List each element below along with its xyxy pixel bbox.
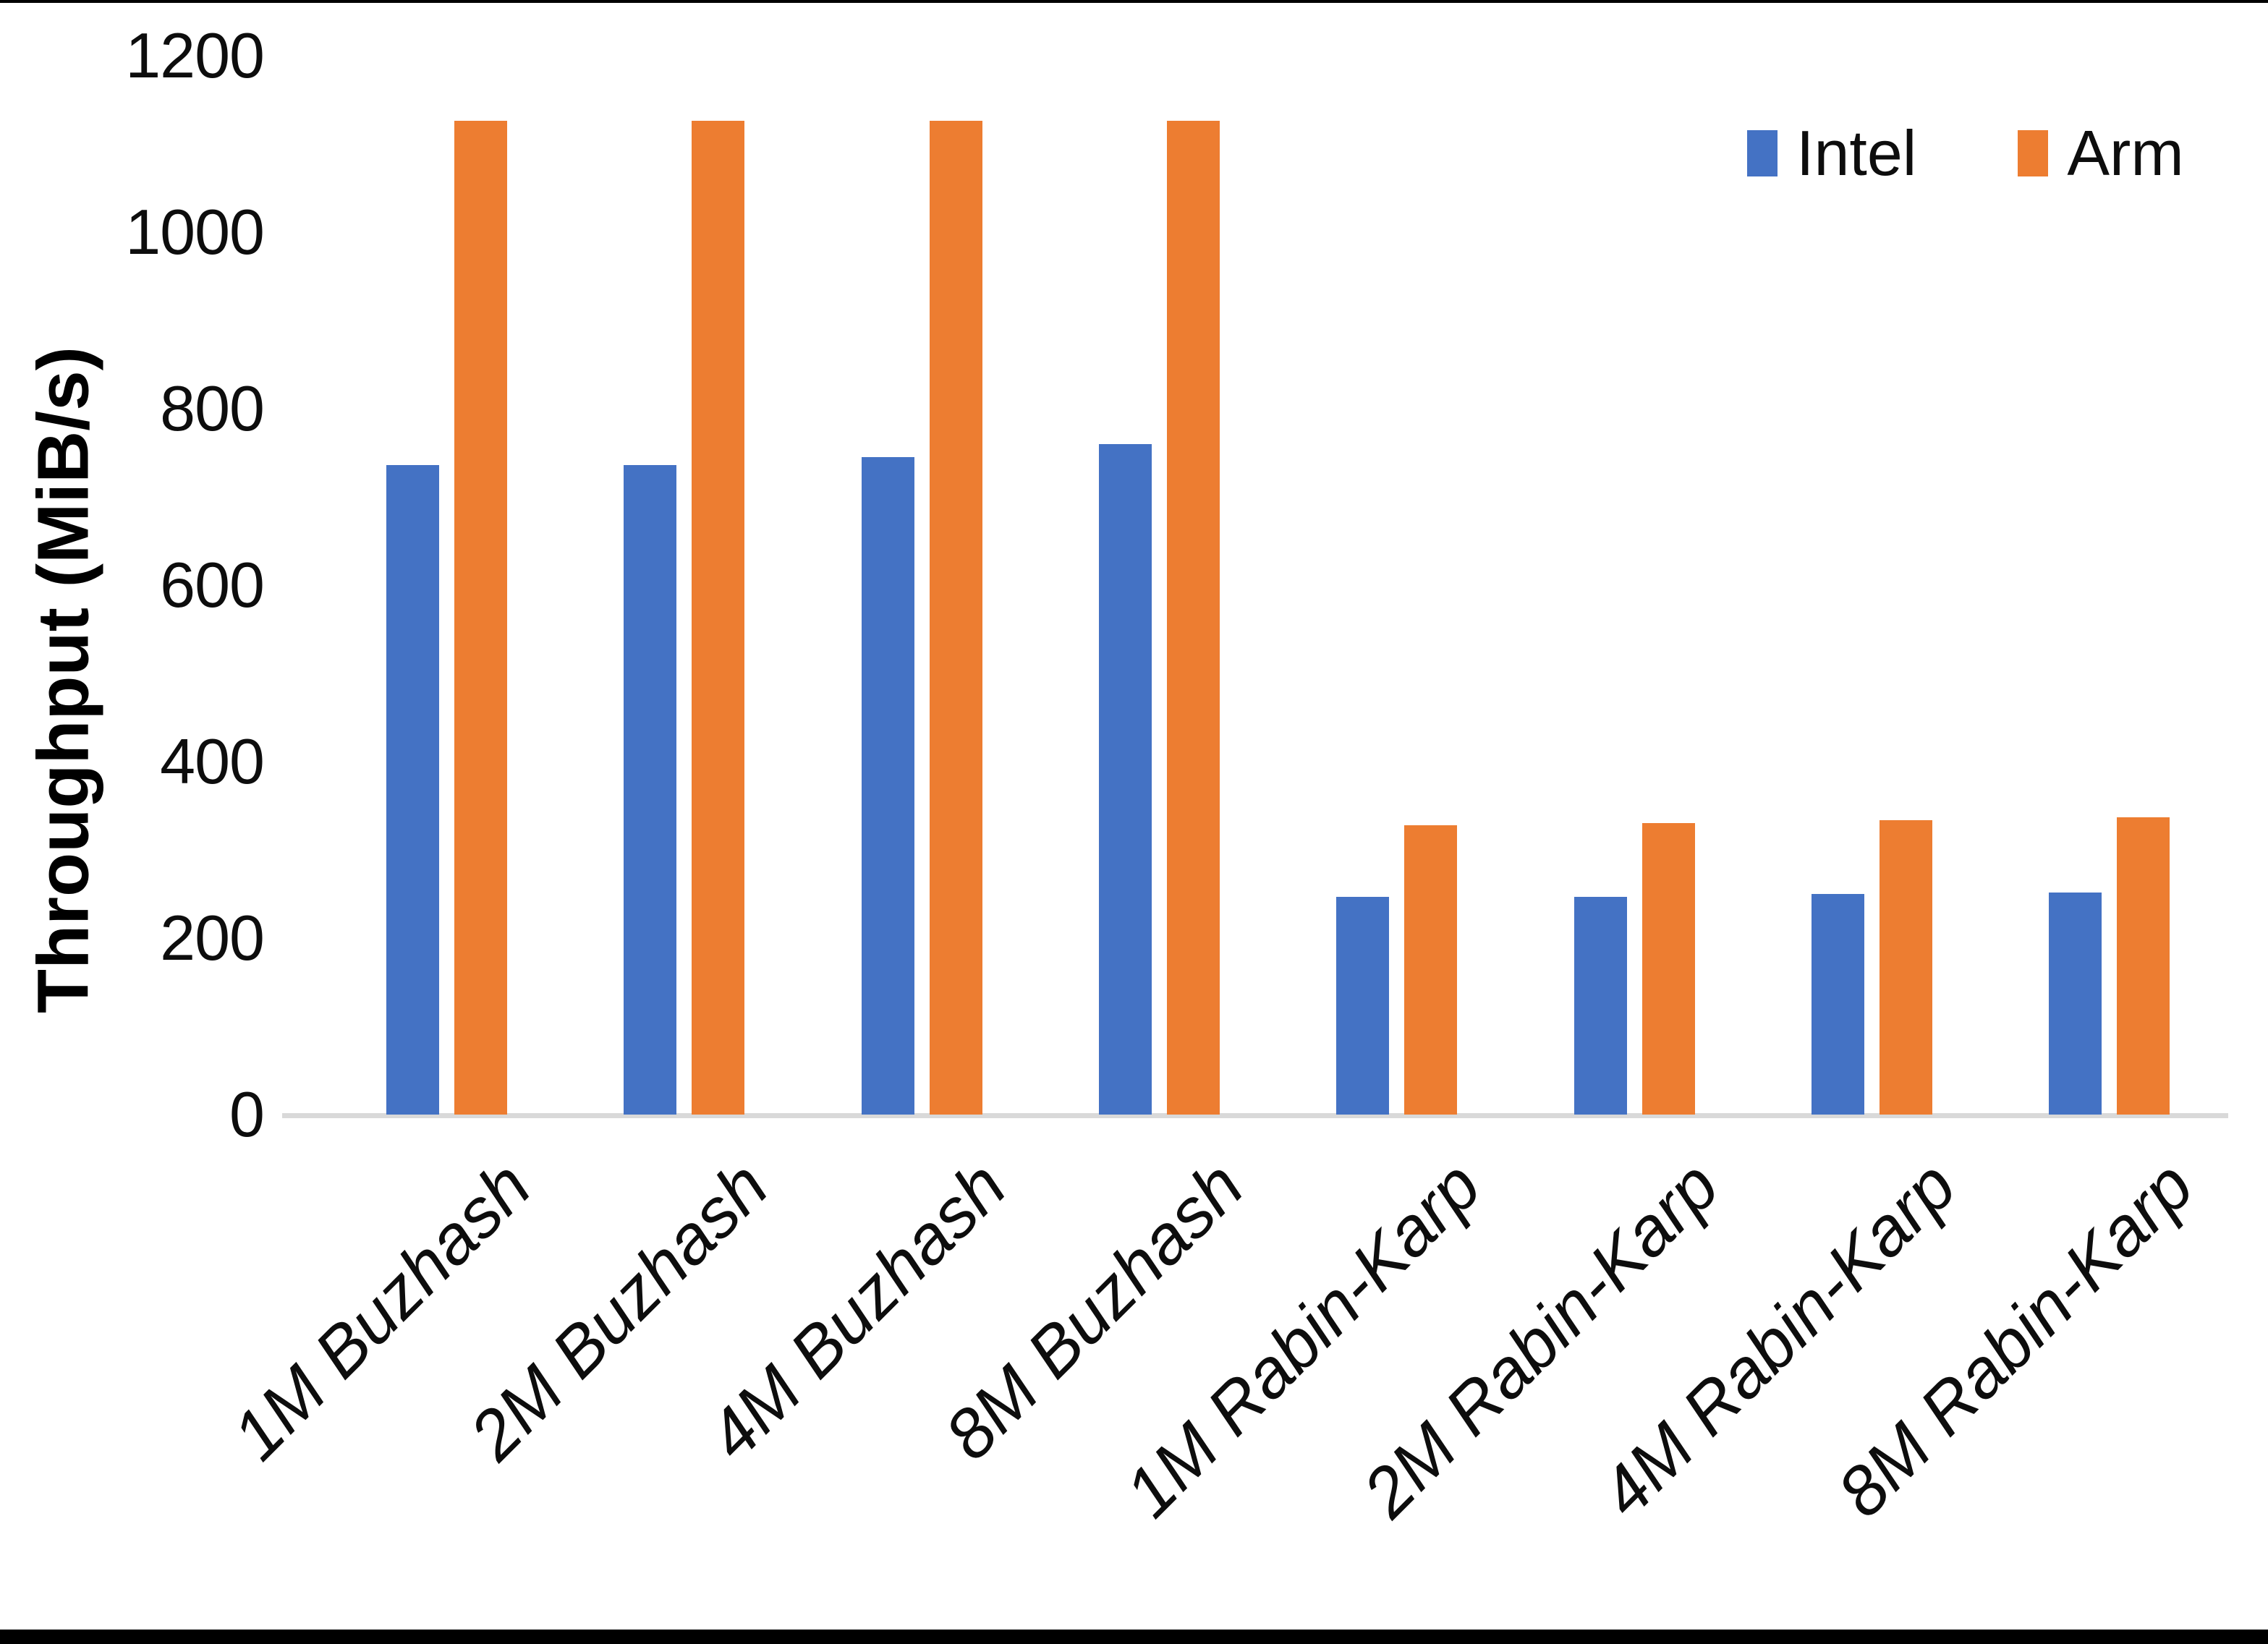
bar-arm-4m-buzhash <box>930 121 982 1115</box>
x-axis-line <box>282 1113 2228 1118</box>
bar-arm-4m-rabin-karp <box>1880 820 1932 1115</box>
bar-arm-2m-rabin-karp <box>1642 823 1695 1115</box>
bar-arm-8m-rabin-karp <box>2117 817 2170 1115</box>
legend-label-arm: Arm <box>2067 117 2184 189</box>
legend-label-intel: Intel <box>1796 117 1917 189</box>
legend: Intel Arm <box>1747 122 2184 185</box>
bar-intel-4m-buzhash <box>862 457 914 1115</box>
y-tick-label-1200: 1200 <box>125 20 265 91</box>
bar-intel-8m-buzhash <box>1099 444 1152 1115</box>
y-tick-label-800: 800 <box>160 372 265 444</box>
bar-intel-8m-rabin-karp <box>2049 893 2102 1115</box>
bar-intel-4m-rabin-karp <box>1812 894 1864 1115</box>
y-tick-label-0: 0 <box>229 1078 265 1150</box>
legend-swatch-arm <box>2018 130 2049 176</box>
legend-item-arm: Arm <box>2018 117 2184 189</box>
bar-arm-1m-rabin-karp <box>1404 825 1457 1115</box>
bottom-border-line <box>0 1630 2268 1644</box>
bar-arm-8m-buzhash <box>1167 121 1220 1115</box>
bar-intel-2m-rabin-karp <box>1574 897 1627 1115</box>
y-tick-label-1000: 1000 <box>125 196 265 268</box>
bar-intel-1m-buzhash <box>386 465 439 1115</box>
top-border-line <box>0 0 2268 3</box>
y-tick-label-200: 200 <box>160 902 265 974</box>
bar-arm-1m-buzhash <box>454 121 507 1115</box>
y-tick-label-400: 400 <box>160 725 265 797</box>
y-tick-label-600: 600 <box>160 549 265 621</box>
bar-intel-2m-buzhash <box>624 465 676 1115</box>
legend-item-intel: Intel <box>1747 122 1916 185</box>
bar-intel-1m-rabin-karp <box>1336 897 1389 1115</box>
bar-arm-2m-buzhash <box>692 121 744 1115</box>
legend-swatch-intel <box>1747 130 1778 176</box>
